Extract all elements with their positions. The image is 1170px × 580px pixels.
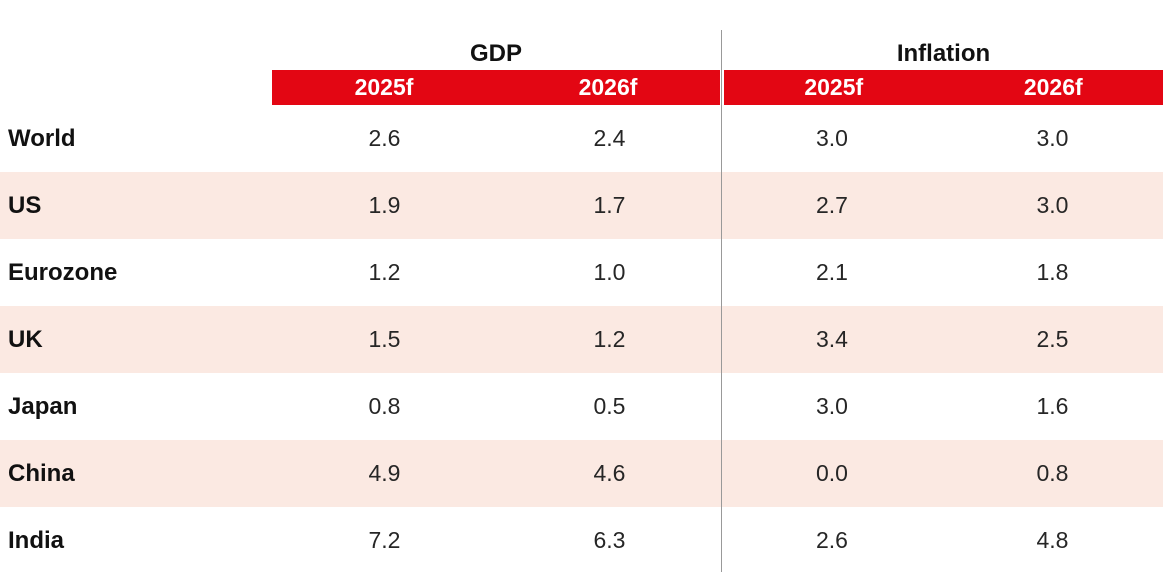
column-header-gdp-2026f: 2026f xyxy=(578,74,638,100)
table-row-uk: UK 1.5 1.2 3.4 2.5 xyxy=(0,306,1163,373)
cell-value: 1.5 xyxy=(368,326,401,352)
subheader-bar-inflation: 2025f 2026f xyxy=(724,70,1163,105)
cell-value: 2.1 xyxy=(816,259,848,285)
column-header-inflation-2025f: 2025f xyxy=(804,74,864,100)
cell-value: 1.8 xyxy=(1036,259,1069,285)
cell-value: 2.6 xyxy=(816,527,848,553)
row-label: UK xyxy=(8,325,43,353)
cell-value: 3.0 xyxy=(1036,192,1069,218)
cell-value: 4.8 xyxy=(1036,527,1069,553)
table-row-india: India 7.2 6.3 2.6 4.8 xyxy=(0,507,1163,574)
cell-value: 1.7 xyxy=(593,192,626,218)
cell-value: 1.0 xyxy=(593,259,626,285)
table-row-eurozone: Eurozone 1.2 1.0 2.1 1.8 xyxy=(0,239,1163,306)
cell-value: 0.8 xyxy=(1036,460,1069,486)
row-label: Eurozone xyxy=(8,258,118,286)
cell-value: 3.4 xyxy=(816,326,848,352)
cell-value: 7.2 xyxy=(368,527,401,553)
column-header-inflation-2026f: 2026f xyxy=(1023,74,1083,100)
group-header-gdp: GDP xyxy=(469,40,522,67)
cell-value: 1.2 xyxy=(368,259,401,285)
cell-value: 3.0 xyxy=(1036,125,1069,151)
row-label: China xyxy=(8,459,75,487)
cell-value: 2.5 xyxy=(1036,326,1069,352)
table-body: World 2.6 2.4 3.0 3.0 US 1.9 1.7 2.7 3.0… xyxy=(0,105,1163,574)
cell-value: 2.4 xyxy=(593,125,626,151)
cell-value: 4.9 xyxy=(368,460,401,486)
table-row-japan: Japan 0.8 0.5 3.0 1.6 xyxy=(0,373,1163,440)
cell-value: 1.6 xyxy=(1036,393,1069,419)
cell-value: 3.0 xyxy=(816,125,848,151)
cell-value: 0.5 xyxy=(593,393,626,419)
cell-value: 2.7 xyxy=(816,192,848,218)
cell-value: 3.0 xyxy=(816,393,848,419)
cell-value: 0.0 xyxy=(816,460,848,486)
table-row-world: World 2.6 2.4 3.0 3.0 xyxy=(0,105,1163,172)
row-label: US xyxy=(8,191,42,219)
row-label: World xyxy=(8,124,76,152)
row-label: India xyxy=(8,526,65,554)
column-header-gdp-2025f: 2025f xyxy=(354,74,414,100)
cell-value: 2.6 xyxy=(368,125,401,151)
cell-value: 6.3 xyxy=(593,527,626,553)
row-label: Japan xyxy=(8,392,78,420)
cell-value: 0.8 xyxy=(368,393,401,419)
cell-value: 1.9 xyxy=(368,192,401,218)
table-row-us: US 1.9 1.7 2.7 3.0 xyxy=(0,172,1163,239)
group-header-inflation: Inflation xyxy=(896,40,991,67)
cell-value: 1.2 xyxy=(593,326,626,352)
subheader-bar-gdp: 2025f 2026f xyxy=(272,70,720,105)
cell-value: 4.6 xyxy=(593,460,626,486)
table-row-china: China 4.9 4.6 0.0 0.8 xyxy=(0,440,1163,507)
section-divider-line xyxy=(721,30,722,572)
